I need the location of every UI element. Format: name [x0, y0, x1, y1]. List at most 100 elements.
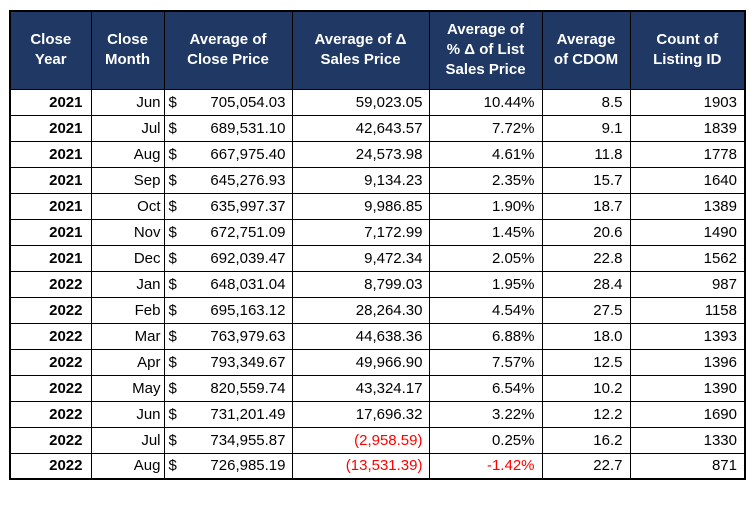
cell-avg-close-price[interactable]: $726,985.19 [163, 452, 293, 480]
cell-avg-pct-delta-list-sales-price[interactable]: 4.61% [428, 140, 543, 168]
cell-avg-pct-delta-list-sales-price[interactable]: 6.54% [428, 374, 543, 402]
cell-close-year[interactable]: 2021 [9, 88, 92, 116]
cell-close-month[interactable]: Nov [90, 218, 165, 246]
cell-close-month[interactable]: Aug [90, 140, 165, 168]
cell-count-listing-id[interactable]: 1396 [629, 348, 746, 376]
cell-avg-cdom[interactable]: 12.5 [541, 348, 631, 376]
cell-avg-pct-delta-list-sales-price[interactable]: 1.90% [428, 192, 543, 220]
cell-avg-delta-sales-price[interactable]: 43,324.17 [291, 374, 430, 402]
column-header-count-listing-id[interactable]: Count of Listing ID [629, 10, 746, 90]
cell-avg-delta-sales-price[interactable]: 24,573.98 [291, 140, 430, 168]
cell-avg-delta-sales-price[interactable]: 9,986.85 [291, 192, 430, 220]
cell-avg-close-price[interactable]: $692,039.47 [163, 244, 293, 272]
cell-avg-close-price[interactable]: $667,975.40 [163, 140, 293, 168]
cell-avg-close-price[interactable]: $763,979.63 [163, 322, 293, 350]
cell-avg-pct-delta-list-sales-price[interactable]: 2.35% [428, 166, 543, 194]
cell-avg-delta-sales-price[interactable]: 17,696.32 [291, 400, 430, 428]
cell-avg-pct-delta-list-sales-price[interactable]: 0.25% [428, 426, 543, 454]
cell-avg-close-price[interactable]: $793,349.67 [163, 348, 293, 376]
cell-close-year[interactable]: 2022 [9, 348, 92, 376]
cell-avg-close-price[interactable]: $731,201.49 [163, 400, 293, 428]
cell-close-month[interactable]: Mar [90, 322, 165, 350]
cell-close-year[interactable]: 2022 [9, 296, 92, 324]
cell-avg-close-price[interactable]: $695,163.12 [163, 296, 293, 324]
cell-count-listing-id[interactable]: 1778 [629, 140, 746, 168]
cell-close-month[interactable]: May [90, 374, 165, 402]
cell-count-listing-id[interactable]: 1839 [629, 114, 746, 142]
cell-count-listing-id[interactable]: 1390 [629, 374, 746, 402]
cell-count-listing-id[interactable]: 1490 [629, 218, 746, 246]
cell-avg-delta-sales-price[interactable]: 42,643.57 [291, 114, 430, 142]
cell-avg-cdom[interactable]: 22.8 [541, 244, 631, 272]
cell-count-listing-id[interactable]: 1562 [629, 244, 746, 272]
cell-avg-close-price[interactable]: $645,276.93 [163, 166, 293, 194]
cell-avg-delta-sales-price[interactable]: 8,799.03 [291, 270, 430, 298]
cell-avg-close-price[interactable]: $635,997.37 [163, 192, 293, 220]
cell-avg-pct-delta-list-sales-price[interactable]: 7.57% [428, 348, 543, 376]
cell-avg-close-price[interactable]: $672,751.09 [163, 218, 293, 246]
cell-count-listing-id[interactable]: 1690 [629, 400, 746, 428]
column-header-avg-cdom[interactable]: Average of CDOM [541, 10, 631, 90]
cell-avg-cdom[interactable]: 9.1 [541, 114, 631, 142]
cell-close-year[interactable]: 2021 [9, 218, 92, 246]
cell-avg-cdom[interactable]: 22.7 [541, 452, 631, 480]
column-header-avg-pct-delta-list-sales-price[interactable]: Average of% Δ of List Sales Price [428, 10, 543, 90]
cell-avg-close-price[interactable]: $705,054.03 [163, 88, 293, 116]
cell-avg-pct-delta-list-sales-price[interactable]: 10.44% [428, 88, 543, 116]
column-header-close-year[interactable]: Close Year [9, 10, 92, 90]
cell-avg-delta-sales-price[interactable]: 44,638.36 [291, 322, 430, 350]
cell-avg-delta-sales-price[interactable]: 49,966.90 [291, 348, 430, 376]
cell-avg-pct-delta-list-sales-price[interactable]: 2.05% [428, 244, 543, 272]
cell-avg-cdom[interactable]: 20.6 [541, 218, 631, 246]
cell-avg-pct-delta-list-sales-price[interactable]: 6.88% [428, 322, 543, 350]
cell-avg-close-price[interactable]: $689,531.10 [163, 114, 293, 142]
cell-avg-pct-delta-list-sales-price[interactable]: 1.45% [428, 218, 543, 246]
cell-close-year[interactable]: 2022 [9, 322, 92, 350]
column-header-avg-delta-sales-price[interactable]: Average of Δ Sales Price [291, 10, 430, 90]
cell-avg-close-price[interactable]: $648,031.04 [163, 270, 293, 298]
cell-close-month[interactable]: Jul [90, 426, 165, 454]
cell-close-year[interactable]: 2021 [9, 166, 92, 194]
cell-avg-delta-sales-price[interactable]: 28,264.30 [291, 296, 430, 324]
cell-close-year[interactable]: 2022 [9, 270, 92, 298]
cell-avg-close-price[interactable]: $734,955.87 [163, 426, 293, 454]
cell-avg-cdom[interactable]: 8.5 [541, 88, 631, 116]
cell-avg-cdom[interactable]: 18.0 [541, 322, 631, 350]
cell-avg-pct-delta-list-sales-price[interactable]: 3.22% [428, 400, 543, 428]
cell-avg-cdom[interactable]: 11.8 [541, 140, 631, 168]
cell-avg-cdom[interactable]: 28.4 [541, 270, 631, 298]
cell-avg-pct-delta-list-sales-price[interactable]: 1.95% [428, 270, 543, 298]
cell-avg-close-price[interactable]: $820,559.74 [163, 374, 293, 402]
cell-avg-cdom[interactable]: 16.2 [541, 426, 631, 454]
cell-avg-delta-sales-price[interactable]: 9,134.23 [291, 166, 430, 194]
cell-close-month[interactable]: Jan [90, 270, 165, 298]
cell-close-month[interactable]: Jun [90, 88, 165, 116]
cell-close-year[interactable]: 2022 [9, 426, 92, 454]
cell-close-month[interactable]: Jul [90, 114, 165, 142]
cell-avg-pct-delta-list-sales-price[interactable]: 4.54% [428, 296, 543, 324]
cell-close-month[interactable]: Feb [90, 296, 165, 324]
cell-count-listing-id[interactable]: 1158 [629, 296, 746, 324]
cell-avg-delta-sales-price[interactable]: 9,472.34 [291, 244, 430, 272]
cell-close-year[interactable]: 2022 [9, 400, 92, 428]
cell-avg-cdom[interactable]: 15.7 [541, 166, 631, 194]
cell-close-year[interactable]: 2022 [9, 452, 92, 480]
cell-close-year[interactable]: 2021 [9, 114, 92, 142]
cell-close-month[interactable]: Sep [90, 166, 165, 194]
cell-close-month[interactable]: Oct [90, 192, 165, 220]
cell-avg-cdom[interactable]: 12.2 [541, 400, 631, 428]
cell-close-year[interactable]: 2021 [9, 140, 92, 168]
cell-avg-delta-sales-price[interactable]: (2,958.59) [291, 426, 430, 454]
cell-avg-cdom[interactable]: 27.5 [541, 296, 631, 324]
cell-close-month[interactable]: Aug [90, 452, 165, 480]
cell-count-listing-id[interactable]: 1330 [629, 426, 746, 454]
cell-count-listing-id[interactable]: 987 [629, 270, 746, 298]
cell-count-listing-id[interactable]: 1393 [629, 322, 746, 350]
cell-close-month[interactable]: Apr [90, 348, 165, 376]
column-header-close-month[interactable]: Close Month [90, 10, 165, 90]
cell-count-listing-id[interactable]: 871 [629, 452, 746, 480]
cell-avg-pct-delta-list-sales-price[interactable]: -1.42% [428, 452, 543, 480]
cell-avg-delta-sales-price[interactable]: 59,023.05 [291, 88, 430, 116]
cell-avg-pct-delta-list-sales-price[interactable]: 7.72% [428, 114, 543, 142]
cell-close-year[interactable]: 2021 [9, 244, 92, 272]
